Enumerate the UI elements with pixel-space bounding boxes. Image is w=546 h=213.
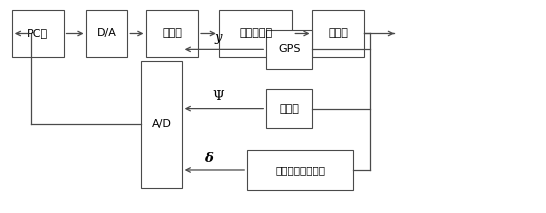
Text: 绝对値旋转编码器: 绝对値旋转编码器 (275, 165, 325, 175)
Text: 转向执行器: 转向执行器 (239, 29, 272, 39)
Bar (12, 10, 63, 57)
Text: Ψ: Ψ (213, 90, 224, 103)
Text: GPS: GPS (278, 44, 301, 54)
Bar (247, 150, 353, 190)
Text: A/D: A/D (151, 119, 171, 130)
Bar (141, 61, 182, 188)
Text: δ: δ (205, 152, 213, 165)
Text: 控制器: 控制器 (162, 29, 182, 39)
Bar (266, 30, 312, 69)
Bar (266, 89, 312, 128)
Bar (219, 10, 292, 57)
Text: PC机: PC机 (27, 29, 48, 39)
Text: 回转仪: 回转仪 (280, 104, 299, 114)
Bar (312, 10, 364, 57)
Text: 拖拉机: 拖拉机 (328, 29, 348, 39)
Bar (86, 10, 127, 57)
Text: D/A: D/A (97, 29, 117, 39)
Bar (146, 10, 198, 57)
Text: y: y (215, 31, 222, 44)
